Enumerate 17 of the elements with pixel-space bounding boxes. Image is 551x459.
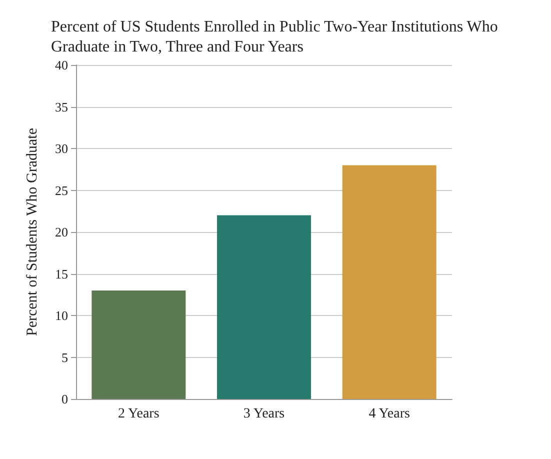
chart-title: Percent of US Students Enrolled in Public Two-Year Institutions Who Graduate in Two, Three and Four Years (51, 18, 502, 56)
y-tick-label: 15 (55, 266, 68, 282)
y-tick-label: 20 (55, 224, 68, 240)
y-axis-title: Percent of Students Who Graduate (24, 128, 40, 336)
y-tick-label: 0 (62, 392, 68, 406)
x-tick-label: 3 Years (243, 406, 285, 422)
y-tick-label: 35 (55, 99, 68, 114)
x-tick-label: 2 Years (118, 406, 160, 422)
bar (92, 290, 186, 399)
y-tick-label: 25 (55, 182, 68, 198)
y-tick-label: 5 (62, 350, 68, 365)
x-tick-label: 4 Years (368, 406, 410, 422)
bar (342, 165, 436, 399)
bar (217, 215, 311, 399)
y-tick-label: 10 (55, 308, 68, 323)
y-tick-label: 40 (55, 58, 68, 72)
y-tick-label: 30 (55, 141, 68, 156)
